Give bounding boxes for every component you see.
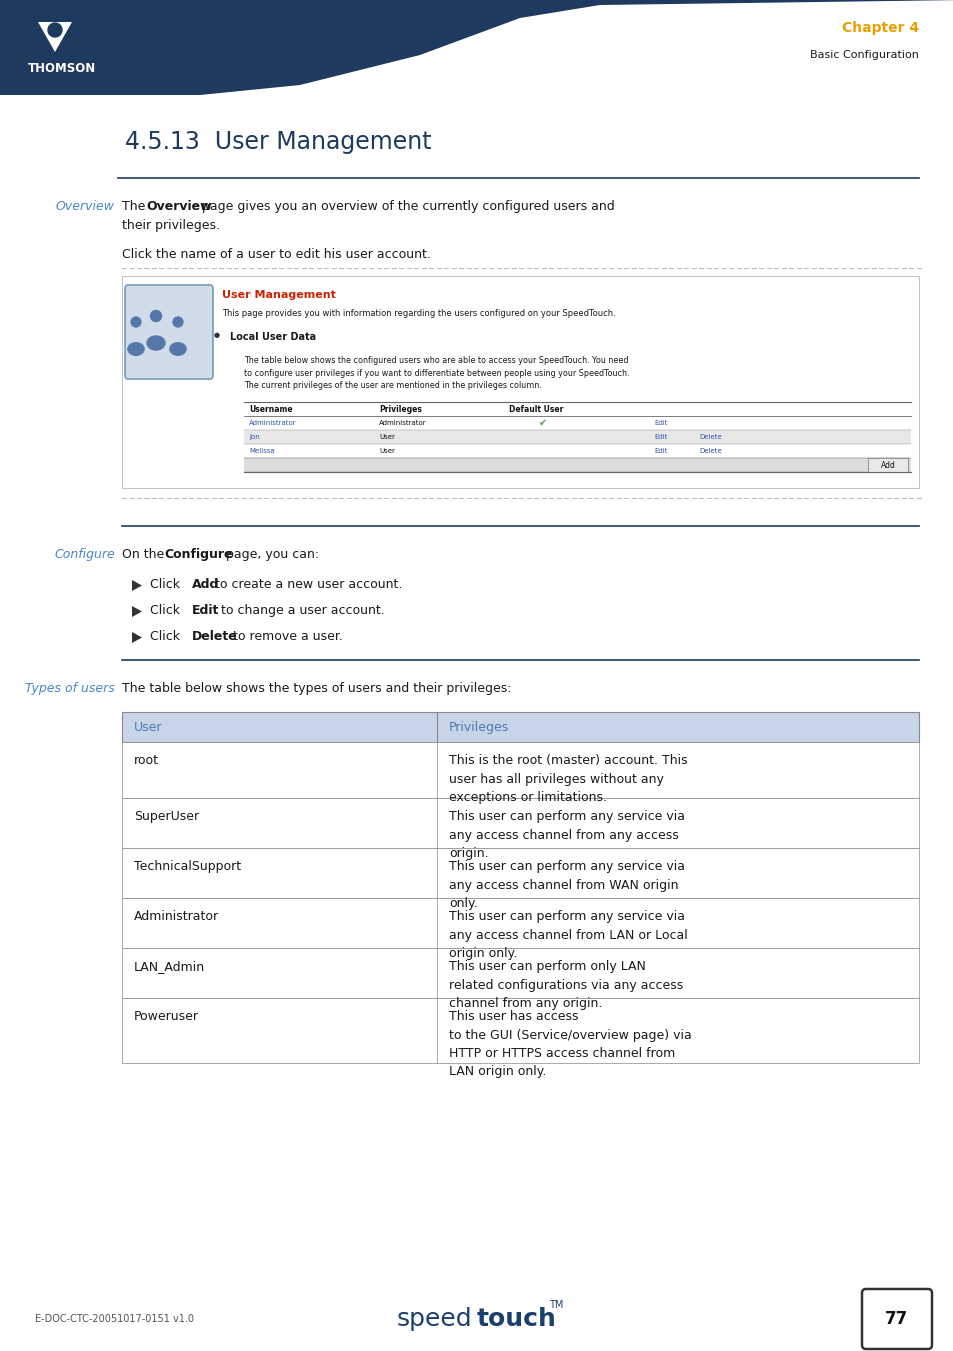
Text: THOMSON: THOMSON bbox=[28, 62, 96, 74]
Polygon shape bbox=[132, 632, 142, 643]
Bar bbox=[244, 416, 910, 430]
Text: On the: On the bbox=[122, 549, 168, 561]
Polygon shape bbox=[0, 0, 953, 95]
Text: This user can perform only LAN
related configurations via any access
channel fro: This user can perform only LAN related c… bbox=[449, 961, 682, 1011]
Bar bbox=[244, 430, 910, 444]
Bar bbox=[244, 403, 910, 416]
Text: Configure: Configure bbox=[54, 549, 115, 561]
Bar bbox=[122, 848, 918, 898]
Circle shape bbox=[172, 317, 183, 327]
Bar bbox=[122, 798, 918, 848]
Text: Add: Add bbox=[192, 578, 219, 590]
Text: Click: Click bbox=[150, 604, 184, 617]
Text: Click: Click bbox=[150, 578, 184, 590]
Text: Add: Add bbox=[880, 461, 895, 470]
Text: Overview: Overview bbox=[146, 200, 212, 213]
Text: The table below shows the configured users who are able to access your SpeedTouc: The table below shows the configured use… bbox=[244, 357, 629, 390]
Text: Jon: Jon bbox=[249, 434, 259, 440]
Circle shape bbox=[151, 311, 161, 322]
Text: TechnicalSupport: TechnicalSupport bbox=[133, 861, 241, 873]
Text: TM: TM bbox=[548, 1300, 563, 1310]
Ellipse shape bbox=[147, 336, 165, 350]
Text: Username: Username bbox=[249, 404, 293, 413]
Text: User Management: User Management bbox=[222, 290, 335, 300]
Text: Basic Configuration: Basic Configuration bbox=[809, 50, 918, 59]
Text: User: User bbox=[378, 434, 395, 440]
Text: ✔: ✔ bbox=[538, 417, 547, 428]
Text: Chapter 4: Chapter 4 bbox=[841, 22, 918, 35]
Text: Administrator: Administrator bbox=[378, 420, 426, 426]
Text: This user can perform any service via
any access channel from any access
origin.: This user can perform any service via an… bbox=[449, 811, 684, 861]
Text: to create a new user account.: to create a new user account. bbox=[211, 578, 401, 590]
Text: This user can perform any service via
any access channel from LAN or Local
origi: This user can perform any service via an… bbox=[449, 911, 687, 961]
Bar bbox=[122, 898, 918, 948]
Text: Administrator: Administrator bbox=[249, 420, 296, 426]
Text: Privileges: Privileges bbox=[449, 720, 509, 734]
Text: Local User Data: Local User Data bbox=[230, 332, 315, 342]
Text: The table below shows the types of users and their privileges:: The table below shows the types of users… bbox=[122, 682, 511, 694]
Text: touch: touch bbox=[476, 1306, 557, 1331]
Bar bbox=[122, 276, 918, 488]
Text: E-DOC-CTC-20051017-0151 v1.0: E-DOC-CTC-20051017-0151 v1.0 bbox=[35, 1315, 193, 1324]
Text: Edit: Edit bbox=[654, 420, 667, 426]
Text: The: The bbox=[122, 200, 150, 213]
Circle shape bbox=[131, 317, 141, 327]
Text: Edit: Edit bbox=[654, 449, 667, 454]
Text: Overview: Overview bbox=[56, 200, 115, 213]
Text: Click: Click bbox=[150, 630, 184, 643]
Text: page, you can:: page, you can: bbox=[222, 549, 319, 561]
Ellipse shape bbox=[128, 343, 144, 355]
Text: ●: ● bbox=[213, 332, 220, 338]
Text: Edit: Edit bbox=[192, 604, 219, 617]
Text: Poweruser: Poweruser bbox=[133, 1011, 199, 1023]
Text: root: root bbox=[133, 754, 159, 767]
Text: page gives you an overview of the currently configured users and: page gives you an overview of the curren… bbox=[198, 200, 614, 213]
FancyBboxPatch shape bbox=[867, 458, 907, 471]
Text: 4.5.13  User Management: 4.5.13 User Management bbox=[125, 130, 431, 154]
Text: their privileges.: their privileges. bbox=[122, 219, 220, 232]
Text: This page provides you with information regarding the users configured on your S: This page provides you with information … bbox=[222, 309, 615, 317]
Text: SuperUser: SuperUser bbox=[133, 811, 199, 823]
Text: 77: 77 bbox=[884, 1310, 907, 1328]
Text: This is the root (master) account. This
user has all privileges without any
exce: This is the root (master) account. This … bbox=[449, 754, 687, 804]
Text: speed: speed bbox=[395, 1306, 472, 1331]
Text: LAN_Admin: LAN_Admin bbox=[133, 961, 205, 973]
Text: Administrator: Administrator bbox=[133, 911, 219, 923]
Text: Types of users: Types of users bbox=[25, 682, 115, 694]
Text: Edit: Edit bbox=[654, 434, 667, 440]
Text: Delete: Delete bbox=[699, 449, 721, 454]
Text: User: User bbox=[133, 720, 162, 734]
Circle shape bbox=[48, 23, 62, 36]
Polygon shape bbox=[38, 22, 71, 51]
Text: to remove a user.: to remove a user. bbox=[229, 630, 343, 643]
Ellipse shape bbox=[170, 343, 186, 355]
Text: User: User bbox=[378, 449, 395, 454]
Bar bbox=[122, 712, 918, 742]
Text: Click the name of a user to edit his user account.: Click the name of a user to edit his use… bbox=[122, 249, 431, 261]
Bar bbox=[122, 742, 918, 798]
FancyBboxPatch shape bbox=[125, 285, 213, 380]
Text: to change a user account.: to change a user account. bbox=[216, 604, 384, 617]
Bar bbox=[122, 998, 918, 1063]
Bar bbox=[122, 948, 918, 998]
Text: Privileges: Privileges bbox=[378, 404, 421, 413]
Polygon shape bbox=[132, 580, 142, 590]
FancyBboxPatch shape bbox=[862, 1289, 931, 1350]
Text: Delete: Delete bbox=[192, 630, 237, 643]
Text: Delete: Delete bbox=[699, 434, 721, 440]
Bar bbox=[244, 444, 910, 458]
Text: Configure: Configure bbox=[164, 549, 233, 561]
Polygon shape bbox=[132, 607, 142, 617]
Text: This user can perform any service via
any access channel from WAN origin
only.: This user can perform any service via an… bbox=[449, 861, 684, 911]
Text: Default User: Default User bbox=[509, 404, 563, 413]
Bar bbox=[244, 458, 910, 471]
Text: This user has access
to the GUI (Service/overview page) via
HTTP or HTTPS access: This user has access to the GUI (Service… bbox=[449, 1011, 691, 1078]
Text: Melissa: Melissa bbox=[249, 449, 274, 454]
